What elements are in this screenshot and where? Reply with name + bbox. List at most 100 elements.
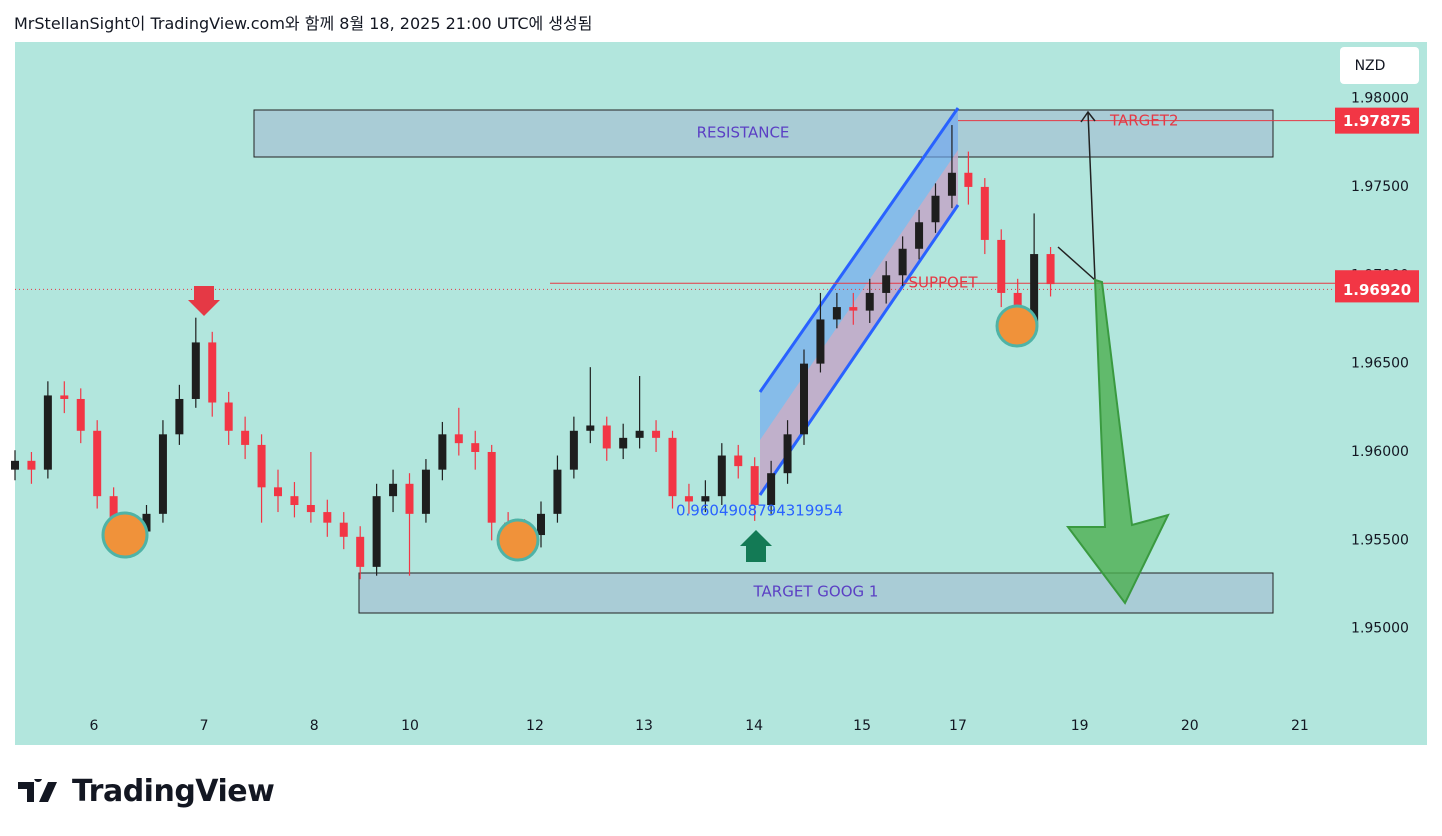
candle-body xyxy=(389,483,398,497)
candle-body xyxy=(684,496,693,502)
y-tick-label: 1.97500 xyxy=(1351,179,1409,195)
candle-body xyxy=(569,430,578,470)
footer-text: TradingView xyxy=(72,774,275,809)
annotation: RESISTANCE xyxy=(697,124,790,142)
circle-marker xyxy=(995,304,1039,348)
candle-body xyxy=(224,402,233,431)
candle-body xyxy=(701,496,710,502)
channel-line xyxy=(758,107,960,393)
circle-marker xyxy=(496,518,540,562)
candle-body xyxy=(405,483,414,514)
currency-box xyxy=(1340,47,1419,84)
candle-body xyxy=(767,473,776,506)
candle-body xyxy=(931,195,940,223)
arrow-head xyxy=(1080,110,1096,123)
candle-body xyxy=(60,395,69,399)
candle-body xyxy=(1030,254,1039,325)
candle-body xyxy=(356,536,365,567)
path-line xyxy=(1057,246,1096,281)
y-tick-label: 1.96000 xyxy=(1351,444,1409,460)
x-tick-label: 21 xyxy=(1291,718,1309,734)
y-tick-label: 1.98000 xyxy=(1351,91,1409,107)
annotation: 0.9604908794319954 xyxy=(676,502,843,520)
logo-mark xyxy=(18,778,57,802)
candle-body xyxy=(93,430,102,497)
candle-body xyxy=(43,395,52,470)
price-label: 1.97875 xyxy=(1343,112,1411,130)
target-arrow xyxy=(1066,278,1170,605)
candle-body xyxy=(947,172,956,196)
y-tick-label: 1.95500 xyxy=(1351,532,1409,548)
candle-body xyxy=(372,496,381,567)
candle-body xyxy=(980,186,989,240)
plot xyxy=(11,120,1336,580)
price-label-box xyxy=(1335,276,1419,303)
x-tick-label: 6 xyxy=(89,718,98,734)
candle-body xyxy=(421,469,430,514)
down-arrow xyxy=(188,286,220,316)
candle-body xyxy=(274,487,282,497)
candle-body xyxy=(602,425,611,449)
x-tick-label: 12 xyxy=(526,718,544,734)
candle-body xyxy=(997,239,1006,293)
x-tick-label: 13 xyxy=(635,718,653,734)
x-tick-label: 7 xyxy=(200,718,209,734)
candle-body xyxy=(290,496,299,506)
candle-body xyxy=(11,460,19,470)
candle-body xyxy=(241,430,250,445)
annotation: SUPPOET xyxy=(908,274,978,292)
annotation: TARGET GOOG 1 xyxy=(753,583,879,601)
currency: NZD xyxy=(1355,58,1386,74)
candle-body xyxy=(471,443,480,452)
candle-body xyxy=(882,275,891,293)
x-tick-label: 20 xyxy=(1181,718,1199,734)
candle-body xyxy=(142,513,151,532)
candle-body xyxy=(191,342,200,399)
x-tick-label: 17 xyxy=(949,718,967,734)
x-tick-label: 10 xyxy=(401,718,419,734)
up-arrow xyxy=(740,530,772,562)
price-label-box xyxy=(1335,107,1419,134)
candle-body xyxy=(175,398,184,435)
candle-body xyxy=(898,248,907,276)
candle-body xyxy=(832,307,841,320)
candle-body xyxy=(652,430,661,438)
chart-background xyxy=(15,42,1427,745)
candle-body xyxy=(964,172,973,187)
candle-body xyxy=(783,434,792,474)
candle-body xyxy=(487,451,496,523)
candle-body xyxy=(438,434,447,470)
channel-lower xyxy=(760,150,958,495)
annotation: TARGET2 xyxy=(1109,112,1179,130)
candle-body xyxy=(257,444,266,488)
path-line xyxy=(1087,111,1096,281)
candle-body xyxy=(27,460,36,470)
candle-body xyxy=(619,437,628,449)
candle-body xyxy=(323,512,332,523)
candle-body xyxy=(750,466,759,506)
resistance-zone xyxy=(253,109,1274,158)
candle-body xyxy=(537,513,545,536)
candle-body xyxy=(76,398,85,431)
footer-logo: TradingView xyxy=(18,774,275,809)
candle-body xyxy=(816,319,825,364)
x-tick-label: 14 xyxy=(745,718,763,734)
y-tick-label: 1.96500 xyxy=(1351,356,1409,372)
x-tick-label: 8 xyxy=(310,718,319,734)
candle-body xyxy=(915,222,924,249)
candle-body xyxy=(717,455,726,497)
candle-body xyxy=(553,469,562,514)
x-tick-label: 15 xyxy=(853,718,871,734)
price-label: 1.96920 xyxy=(1343,281,1411,299)
candle-body xyxy=(865,292,874,311)
candle-body xyxy=(339,522,348,537)
candle-body xyxy=(158,434,167,514)
y-tick-label: 1.95000 xyxy=(1351,621,1409,637)
candle-body xyxy=(454,434,463,444)
channel-line xyxy=(758,204,960,496)
candle-body xyxy=(734,455,743,467)
candle-body xyxy=(306,505,315,513)
candle-body xyxy=(208,342,217,403)
